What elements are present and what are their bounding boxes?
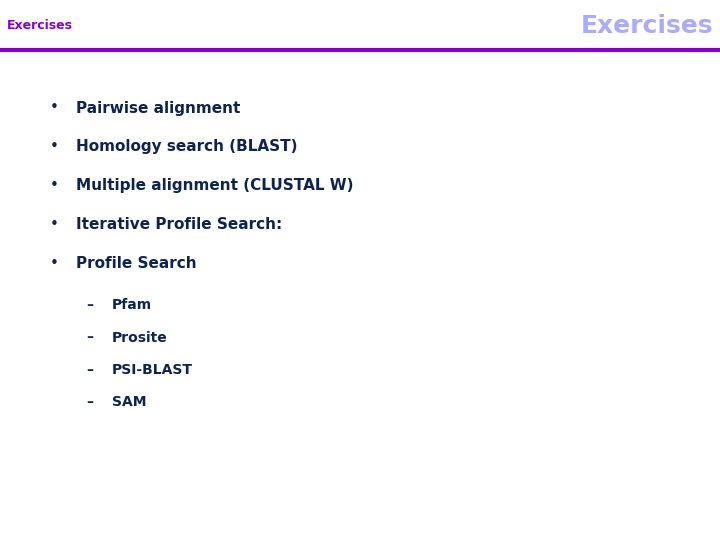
Text: •: • (50, 256, 58, 271)
Text: Multiple alignment (CLUSTAL W): Multiple alignment (CLUSTAL W) (76, 178, 353, 193)
Text: •: • (50, 100, 58, 116)
Text: •: • (50, 217, 58, 232)
Text: •: • (50, 178, 58, 193)
Text: –: – (86, 298, 94, 312)
Text: Exercises: Exercises (580, 14, 713, 38)
Text: PSI-BLAST: PSI-BLAST (112, 363, 193, 377)
Text: •: • (50, 139, 58, 154)
Text: Exercises: Exercises (7, 19, 73, 32)
Text: Iterative Profile Search:: Iterative Profile Search: (76, 217, 282, 232)
Text: Profile Search: Profile Search (76, 256, 197, 271)
Text: Homology search (BLAST): Homology search (BLAST) (76, 139, 297, 154)
Text: –: – (86, 395, 94, 409)
Text: SAM: SAM (112, 395, 146, 409)
Text: –: – (86, 330, 94, 345)
Text: Pairwise alignment: Pairwise alignment (76, 100, 240, 116)
Text: Prosite: Prosite (112, 330, 167, 345)
Text: Pfam: Pfam (112, 298, 152, 312)
Text: –: – (86, 363, 94, 377)
